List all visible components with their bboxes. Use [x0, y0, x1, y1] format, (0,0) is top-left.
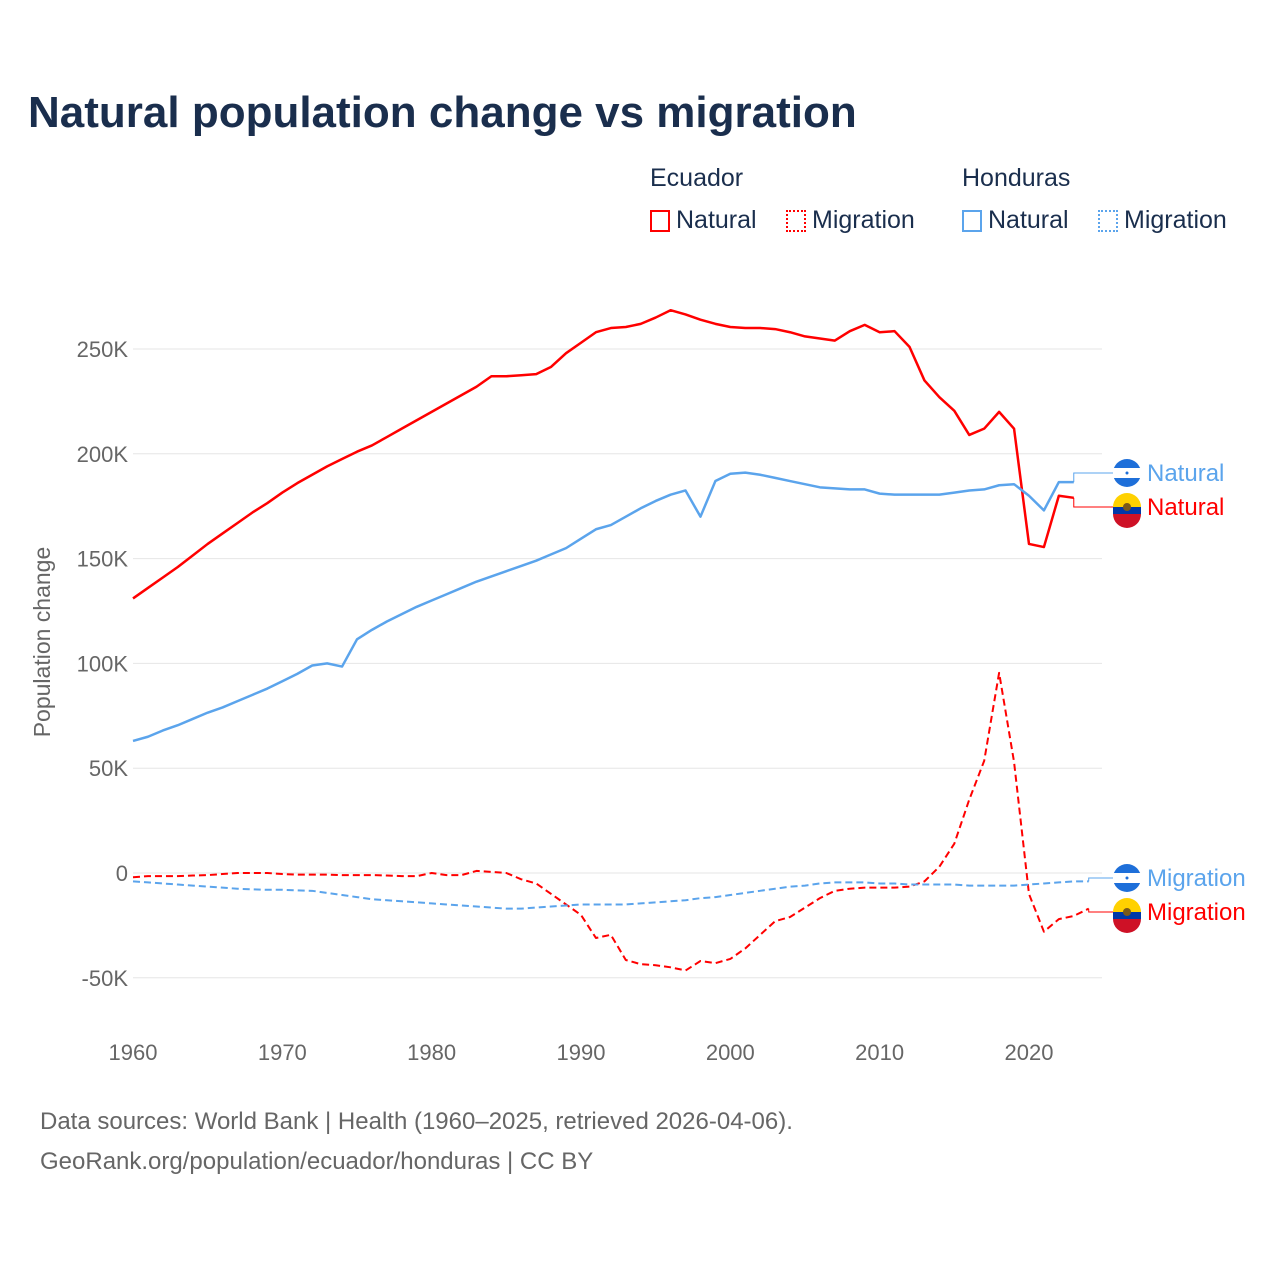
footer-sources: Data sources: World Bank | Health (1960–…	[40, 1108, 793, 1135]
series-line-ecuador-natural	[132, 308, 1074, 600]
legend-group-honduras: Honduras	[962, 164, 1071, 192]
honduras-flag-icon	[1125, 471, 1129, 475]
y-tick-label: 0	[116, 861, 128, 886]
ecuador-flag-icon	[1123, 503, 1131, 511]
legend-ecuador-migration[interactable]: Migration	[786, 206, 915, 235]
x-tick-label: 1990	[557, 1040, 606, 1065]
footer-attribution[interactable]: GeoRank.org/population/ecuador/honduras …	[40, 1148, 594, 1175]
label-connector	[1073, 472, 1114, 483]
y-tick-label: 150K	[77, 547, 129, 572]
legend-group-ecuador: Ecuador	[650, 164, 744, 192]
chart-title: Natural population change vs migration	[28, 88, 857, 137]
x-tick-label: 1960	[109, 1040, 158, 1065]
y-tick-label: -50K	[82, 966, 129, 991]
x-tick-label: 2000	[706, 1040, 755, 1065]
legend-swatch-dotted	[1098, 209, 1118, 232]
x-tick-label: 2010	[855, 1040, 904, 1065]
x-tick-label: 1980	[407, 1040, 456, 1065]
y-tick-label: 100K	[77, 651, 129, 676]
ecuador-flag-icon	[1123, 908, 1131, 916]
legend-swatch-solid	[650, 209, 670, 232]
ecuador-flag-icon	[1113, 514, 1141, 528]
legend-label: Migration	[1124, 206, 1227, 234]
label-connector	[1073, 497, 1114, 508]
legend-swatch-dotted	[786, 209, 806, 232]
x-tick-label: 1970	[258, 1040, 307, 1065]
legend-label: Migration	[812, 206, 915, 234]
legend-honduras-migration[interactable]: Migration	[1098, 206, 1227, 235]
series-end-label: Migration	[1147, 899, 1246, 926]
series-end-label: Migration	[1147, 865, 1246, 892]
honduras-flag-icon	[1125, 876, 1129, 880]
y-tick-label: 50K	[89, 756, 128, 781]
label-connector	[1088, 877, 1114, 882]
legend-swatch-solid	[962, 209, 982, 232]
legend-label: Natural	[988, 206, 1069, 234]
legend-honduras-natural[interactable]: Natural	[962, 206, 1069, 235]
y-tick-label: 250K	[77, 337, 129, 362]
y-axis-label: Population change	[29, 547, 55, 738]
series-line-ecuador-migration	[132, 671, 1090, 972]
series-line-honduras-migration	[132, 880, 1089, 910]
y-tick-label: 200K	[77, 442, 129, 467]
series-end-label: Natural	[1147, 494, 1224, 521]
label-connector	[1088, 908, 1114, 913]
legend-label: Natural	[676, 206, 757, 234]
ecuador-flag-icon	[1113, 919, 1141, 933]
x-tick-label: 2020	[1005, 1040, 1054, 1065]
legend-ecuador-natural[interactable]: Natural	[650, 206, 757, 235]
series-line-honduras-natural	[132, 471, 1074, 743]
series-end-label: Natural	[1147, 460, 1224, 487]
